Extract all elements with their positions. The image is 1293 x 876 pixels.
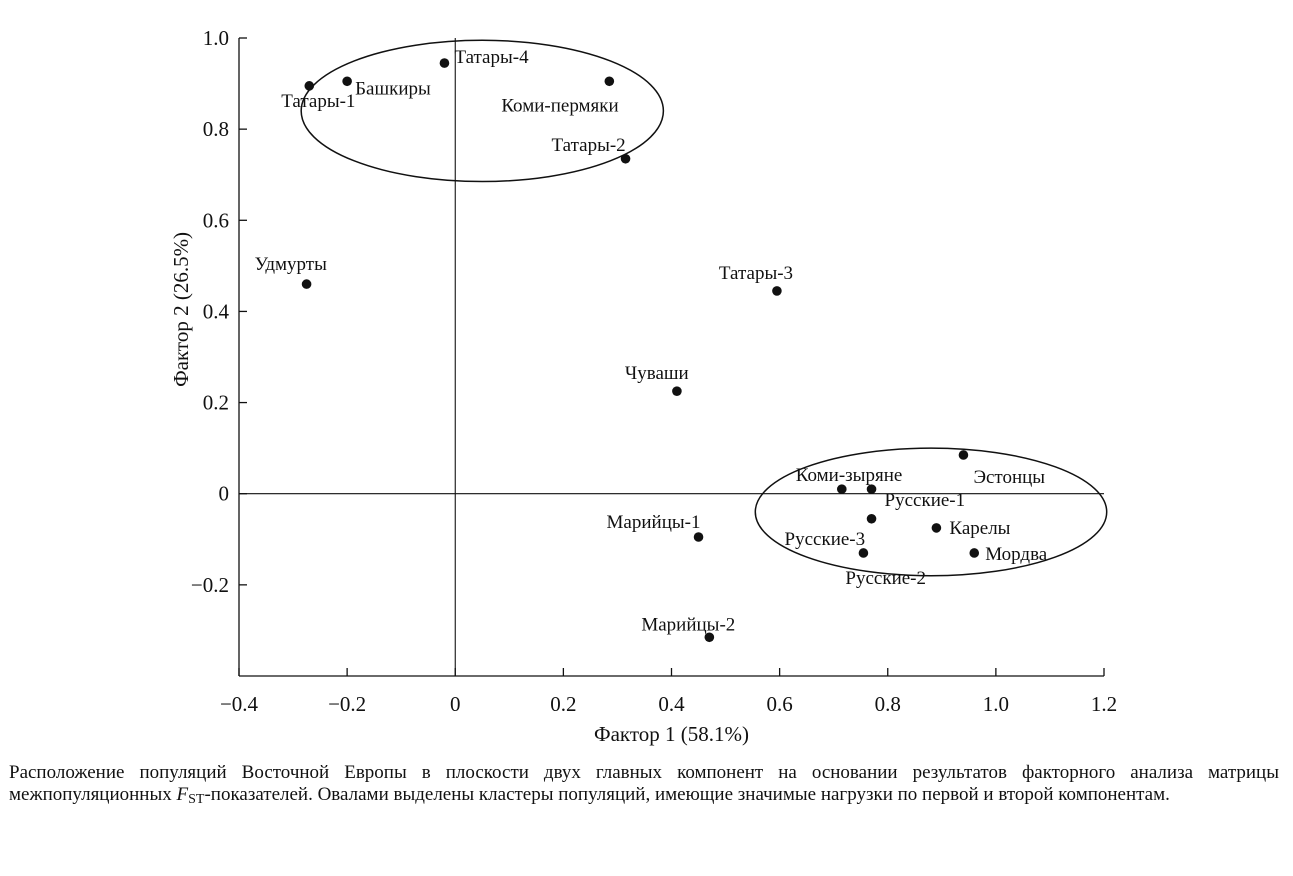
label-татары-1: Татары-1 <box>281 91 355 112</box>
point-карелы <box>931 523 942 533</box>
label-татары-2: Татары-2 <box>552 135 626 156</box>
label-башкиры: Башкиры <box>355 78 431 99</box>
x-tick-label: −0.4 <box>220 692 259 716</box>
point-русские-2 <box>858 548 869 558</box>
label-чуваши: Чуваши <box>625 363 689 384</box>
axes: −0.4 −0.2 0 0.2 0.4 0.6 0.8 1.0 1.2 −0.2 0 0.2 0.4 0.… <box>191 26 1117 716</box>
point-коми-зыряне <box>836 484 847 494</box>
y-tick-label: 0.2 <box>203 391 229 415</box>
point-татары-4 <box>439 58 450 68</box>
point-татары-1 <box>304 81 315 91</box>
x-tick-label: −0.2 <box>328 692 366 716</box>
y-tick-label: 0.6 <box>203 208 229 232</box>
zero-lines <box>239 38 1104 676</box>
cluster-ovals <box>300 39 1108 577</box>
label-эстонцы: Эстонцы <box>973 467 1045 488</box>
point-удмурты <box>301 279 312 289</box>
point-чуваши <box>672 386 682 396</box>
point-татары-2 <box>620 153 631 164</box>
point-марийцы-2 <box>704 632 715 643</box>
y-tick-label: 0.8 <box>203 117 229 141</box>
x-tick-label: 0 <box>450 692 461 716</box>
x-tick-label: 0.8 <box>875 692 901 716</box>
cluster-oval-1 <box>300 39 665 183</box>
y-tick-label: 0 <box>219 482 230 506</box>
y-tick-label: −0.2 <box>191 573 229 597</box>
data-points <box>301 58 980 643</box>
x-tick-label: 0.2 <box>550 692 576 716</box>
label-марийцы-2: Марийцы-2 <box>641 614 735 635</box>
label-удмурты: Удмурты <box>255 254 328 275</box>
x-tick-label: 1.0 <box>983 692 1009 716</box>
point-эстонцы <box>958 450 969 460</box>
point-башкиры <box>342 76 352 87</box>
fst-subscript: ST <box>188 792 205 807</box>
fst-symbol: F <box>176 784 189 805</box>
point-русские-1 <box>866 484 877 494</box>
x-tick-label: 1.2 <box>1091 692 1117 716</box>
point-татары-3 <box>772 286 782 296</box>
y-tick-label: 0.4 <box>203 299 230 323</box>
y-tick-label: 1.0 <box>203 26 229 50</box>
label-русские-3: Русские-3 <box>785 529 866 550</box>
point-коми-пермяки <box>604 76 615 87</box>
point-марийцы-1 <box>693 532 704 542</box>
figure-caption: Расположение популяций Восточной Европы … <box>9 762 1279 807</box>
label-татары-4: Татары-4 <box>454 47 529 68</box>
label-татары-3: Татары-3 <box>719 263 793 284</box>
y-axis-label: Фактор 2 (26.5%) <box>169 232 193 387</box>
caption-text-1: Расположение популяций Восточной Европы … <box>9 762 1279 805</box>
x-tick-label: 0.6 <box>767 692 793 716</box>
label-марийцы-1: Марийцы-1 <box>607 512 701 533</box>
label-мордва: Мордва <box>985 544 1048 565</box>
label-коми-пермяки: Коми-пермяки <box>501 95 618 116</box>
cluster-oval-2 <box>754 447 1108 577</box>
scatter-chart: −0.4 −0.2 0 0.2 0.4 0.6 0.8 1.0 1.2 −0.2 0 0.2 0.4 0.… <box>169 26 1117 746</box>
point-русские-3 <box>866 513 877 524</box>
caption-text-2: -показателей. Овалами выделены кластеры … <box>204 784 1170 805</box>
label-русские-1: Русские-1 <box>885 490 966 511</box>
label-коми-зыряне: Коми-зыряне <box>796 465 903 486</box>
label-русские-2: Русские-2 <box>845 568 926 589</box>
point-мордва <box>969 548 980 558</box>
x-axis-label: Фактор 1 (58.1%) <box>594 722 749 746</box>
x-tick-label: 0.4 <box>658 692 685 716</box>
label-карелы: Карелы <box>949 518 1010 539</box>
